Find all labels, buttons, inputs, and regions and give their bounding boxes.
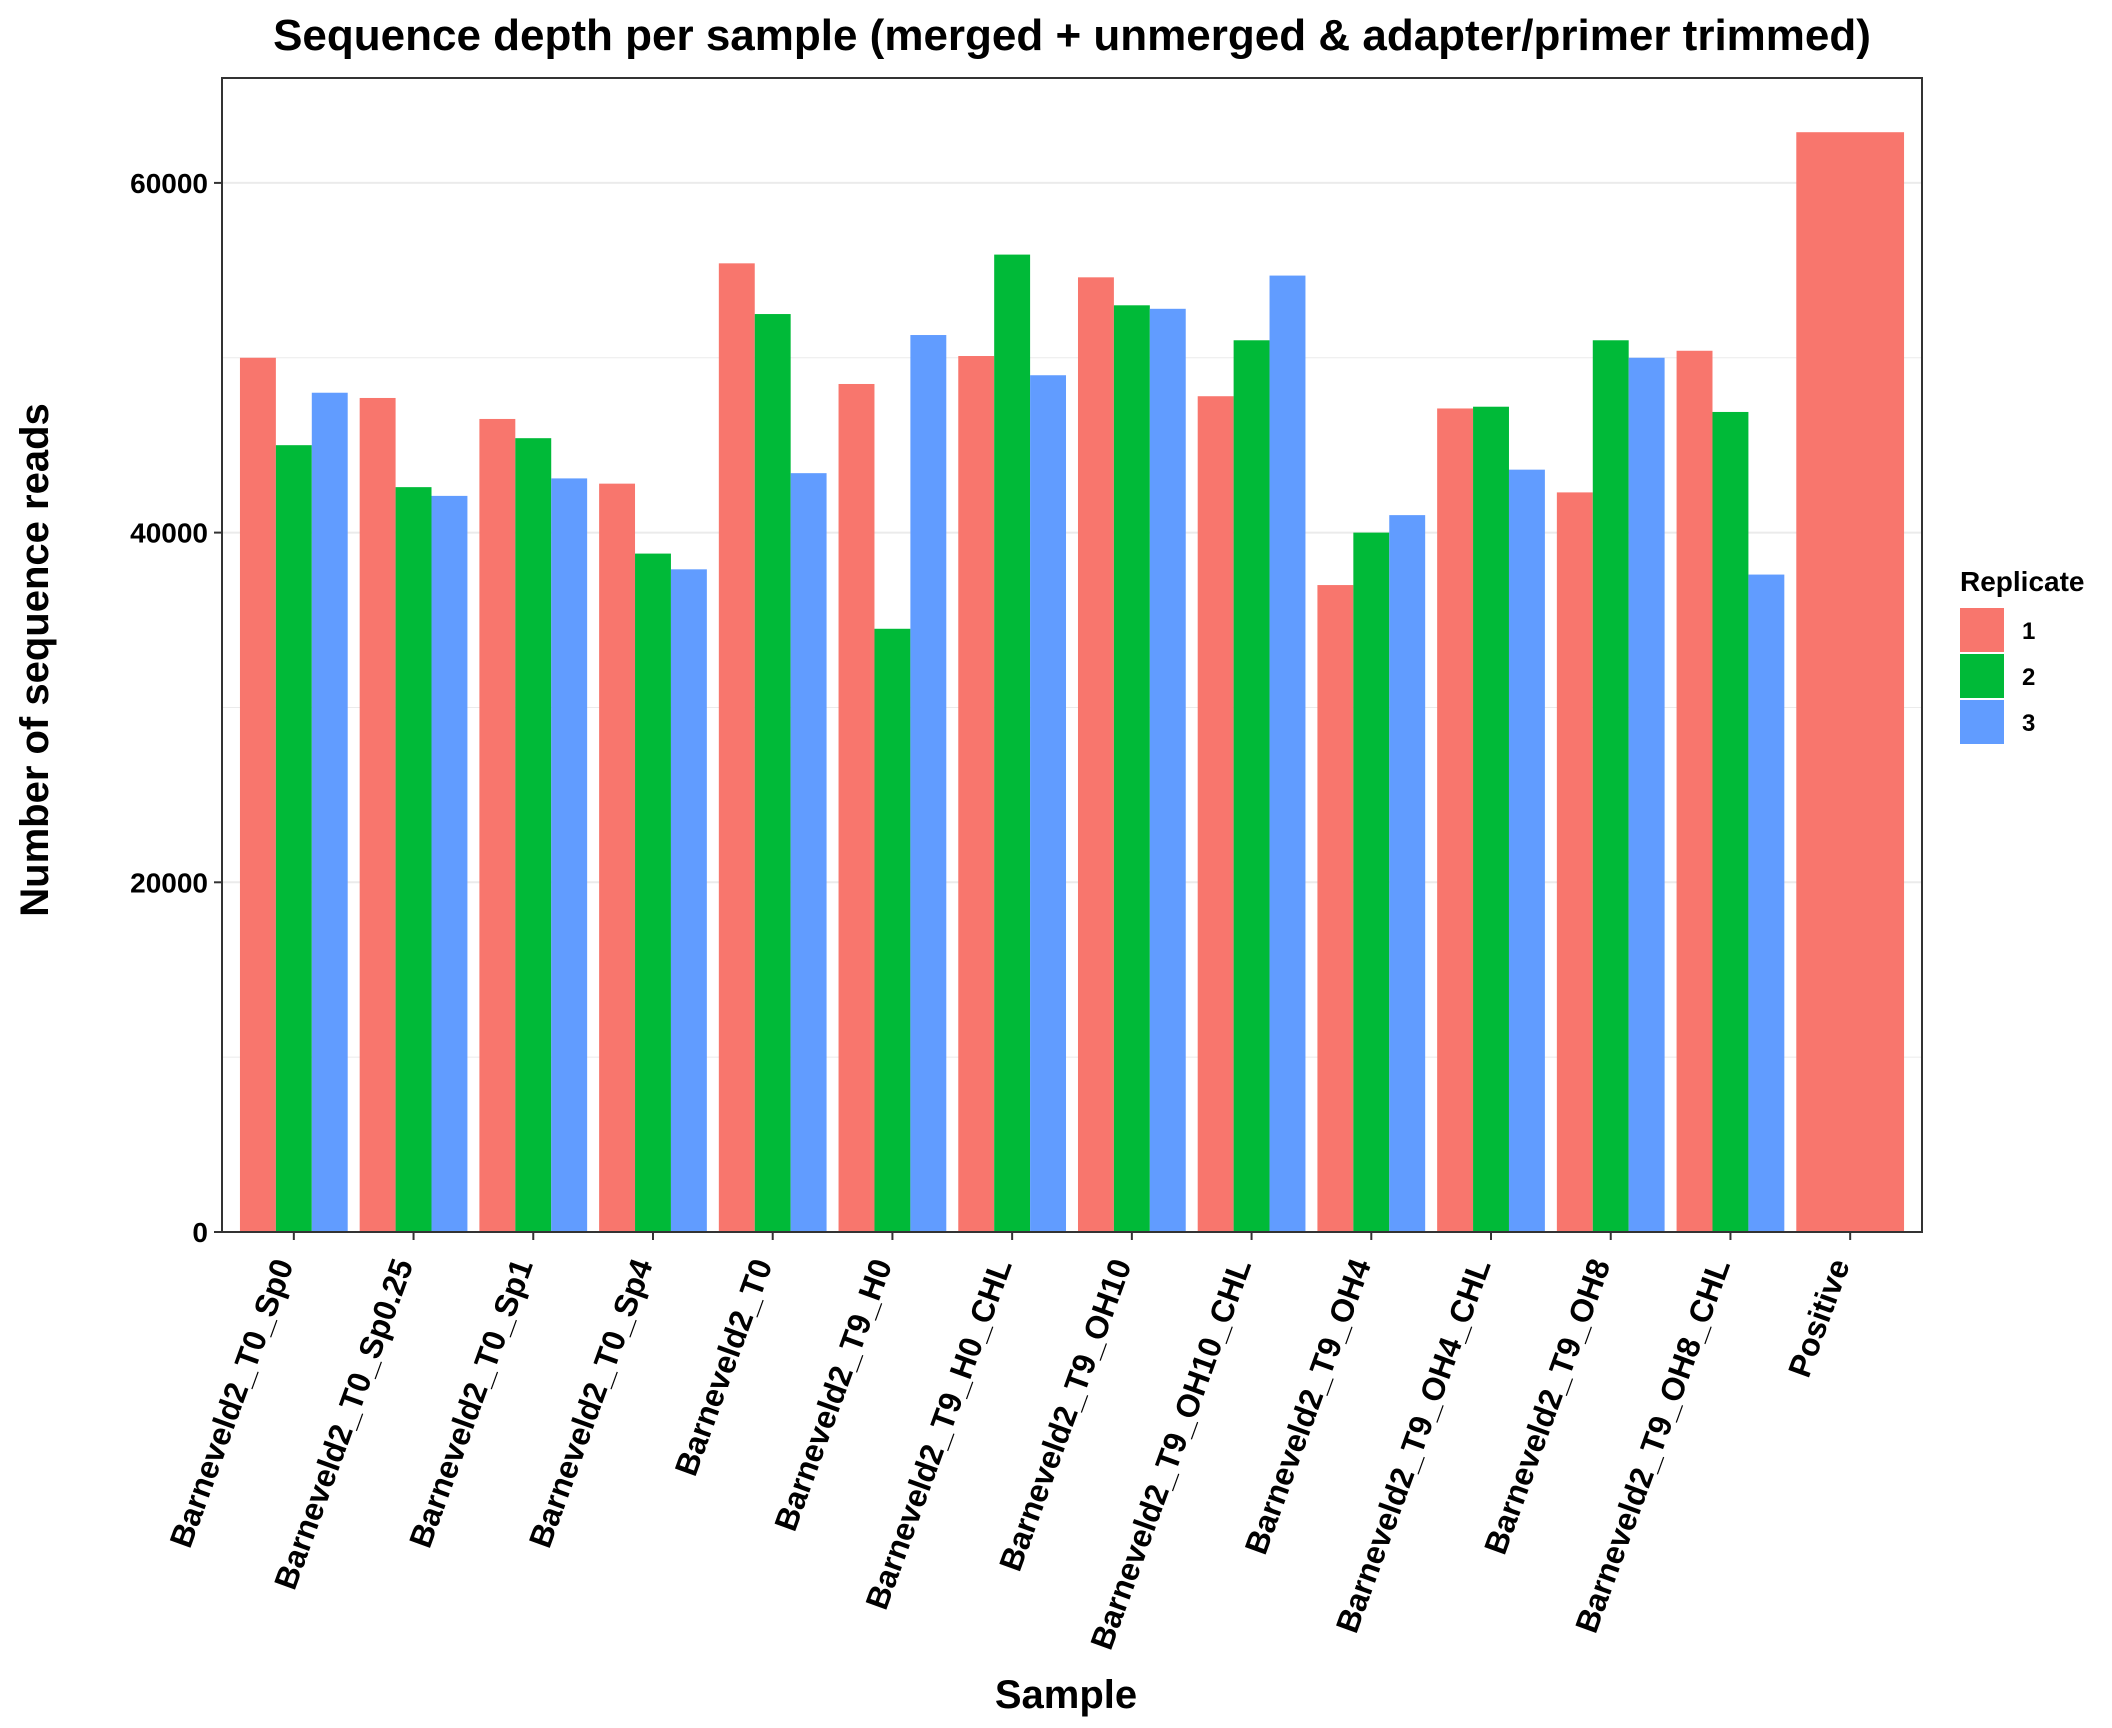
bar-Barneveld2_T9_OH10_CHL-rep3 [1269, 275, 1306, 1232]
bar-Positive-rep1 [1796, 132, 1905, 1233]
bar-Barneveld2_T0_Sp0.25-rep3 [431, 495, 468, 1232]
legend-label-3: 3 [2022, 710, 2035, 737]
bar-Barneveld2_T9_OH4_CHL-rep2 [1473, 406, 1509, 1232]
bar-Barneveld2_T9_OH8_CHL-rep3 [1748, 574, 1785, 1232]
plot-border [221, 77, 1923, 1233]
bar-Barneveld2_T0_Sp4-rep2 [635, 553, 671, 1232]
x-axis: Barneveld2_T0_Sp0Barneveld2_T0_Sp0.25Bar… [163, 1232, 1857, 1654]
x-tick-label: Barneveld2_T0 [668, 1254, 780, 1480]
x-tick-label: Barneveld2_T0_Sp0.25 [267, 1254, 420, 1594]
bar-Barneveld2_T9_OH8_CHL-rep2 [1712, 411, 1749, 1233]
legend-key-3 [1960, 700, 2004, 744]
x-tick-label: Barneveld2_T0_Sp0 [163, 1254, 301, 1552]
bar-Barneveld2_T9_OH4_CHL-rep3 [1508, 469, 1545, 1232]
bar-Barneveld2_T0-rep3 [790, 473, 827, 1232]
bar-Barneveld2_T9_OH4-rep2 [1353, 532, 1390, 1232]
bar-Barneveld2_T9_H0_CHL-rep1 [958, 356, 995, 1232]
legend-key-1 [1960, 608, 2004, 652]
y-tick-label: 40000 [130, 518, 208, 549]
bar-Barneveld2_T9_OH8-rep1 [1556, 492, 1593, 1233]
x-tick-label: Barneveld2_T9_OH10 [992, 1254, 1138, 1576]
bar-Barneveld2_T9_OH4-rep3 [1389, 515, 1426, 1232]
y-tick-label: 60000 [130, 168, 208, 199]
x-tick-label: Barneveld2_T0_Sp1 [402, 1254, 540, 1552]
x-tick-label: Barneveld2_T9_OH8 [1477, 1254, 1617, 1559]
y-axis-title: Number of sequence reads [13, 403, 57, 917]
bar-Barneveld2_T9_OH8-rep3 [1628, 357, 1665, 1232]
bar-Barneveld2_T9_OH8_CHL-rep1 [1676, 350, 1713, 1232]
legend-label-2: 2 [2022, 664, 2035, 691]
bar-Barneveld2_T9_OH4_CHL-rep1 [1437, 408, 1474, 1232]
y-axis: 0 20000 40000 60000 [130, 168, 222, 1248]
bar-Barneveld2_T9_OH10_CHL-rep2 [1233, 340, 1270, 1233]
bar-Barneveld2_T9_OH10-rep3 [1149, 308, 1186, 1232]
bar-Barneveld2_T9_OH10-rep1 [1077, 277, 1114, 1232]
bar-Barneveld2_T0_Sp1-rep1 [479, 418, 516, 1232]
bar-Barneveld2_T9_H0_CHL-rep2 [994, 254, 1031, 1232]
x-tick-label: Barneveld2_T9_OH4 [1238, 1254, 1378, 1559]
legend-key-2 [1960, 654, 2004, 698]
bar-Barneveld2_T0_Sp1-rep2 [515, 438, 552, 1232]
bar-Barneveld2_T0_Sp4-rep1 [599, 483, 636, 1232]
bar-Barneveld2_T0_Sp0.25-rep2 [395, 487, 432, 1232]
bar-Barneveld2_T0_Sp0.25-rep1 [359, 397, 396, 1232]
bar-Barneveld2_T9_OH10-rep2 [1113, 305, 1150, 1232]
chart-title: Sequence depth per sample (merged + unme… [273, 11, 1871, 60]
bar-Barneveld2_T9_OH8-rep2 [1592, 340, 1629, 1233]
bar-Barneveld2_T9_H0-rep3 [910, 335, 947, 1232]
x-axis-title: Sample [995, 1673, 1137, 1717]
bar-Barneveld2_T9_OH10_CHL-rep1 [1197, 396, 1234, 1232]
bar-Barneveld2_T0_Sp0-rep1 [239, 357, 276, 1232]
legend-title: Replicate [1960, 566, 2085, 597]
plot-bars [239, 132, 1905, 1233]
y-tick-label: 0 [192, 1217, 208, 1248]
bar-Barneveld2_T0_Sp1-rep3 [551, 478, 588, 1232]
bar-Barneveld2_T9_H0_CHL-rep3 [1030, 375, 1067, 1232]
bar-Barneveld2_T0_Sp4-rep3 [670, 569, 707, 1232]
bar-Barneveld2_T0-rep1 [718, 263, 755, 1233]
x-tick-label: Barneveld2_T9_H0 [767, 1254, 899, 1535]
legend: Replicate 1 2 3 [1960, 566, 2085, 744]
plot-grid [222, 181, 1922, 1233]
bar-Barneveld2_T0_Sp0-rep3 [311, 392, 348, 1232]
bar-Barneveld2_T9_H0-rep1 [838, 383, 875, 1232]
y-tick-label: 20000 [130, 867, 208, 898]
x-tick-label: Positive [1781, 1254, 1857, 1382]
bar-Barneveld2_T9_H0-rep2 [874, 628, 911, 1232]
x-tick-label: Barneveld2_T0_Sp4 [522, 1254, 660, 1552]
legend-label-1: 1 [2022, 618, 2035, 645]
bar-Barneveld2_T0-rep2 [754, 314, 791, 1233]
bar-Barneveld2_T9_OH4-rep1 [1317, 585, 1354, 1232]
bar-Barneveld2_T0_Sp0-rep2 [275, 445, 312, 1232]
